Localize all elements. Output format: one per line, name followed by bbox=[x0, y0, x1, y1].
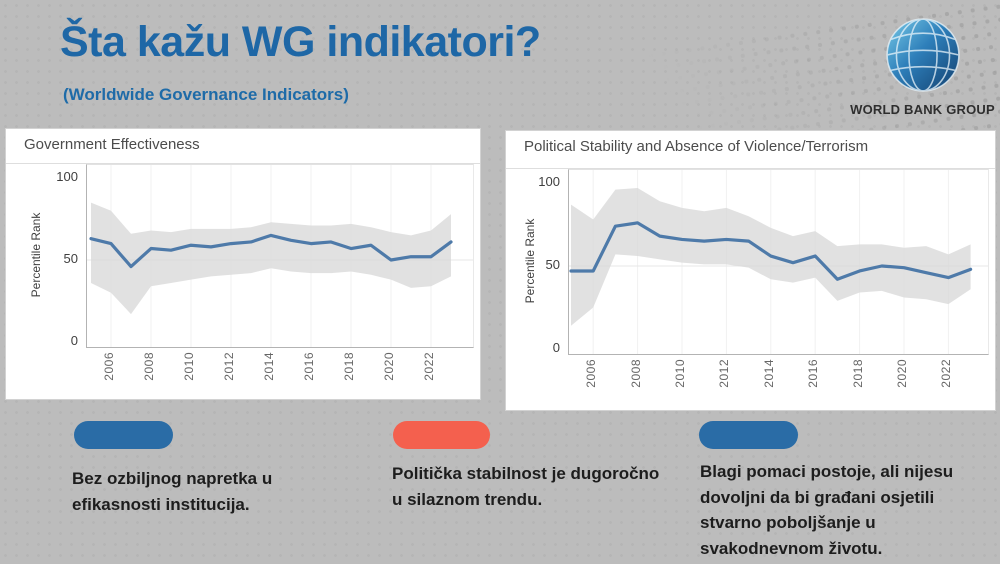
x-tick-label: 2016 bbox=[806, 359, 821, 388]
chart-card-government-effectiveness: Government Effectiveness Percentile Rank… bbox=[5, 128, 481, 400]
x-tick-label: 2012 bbox=[717, 359, 732, 388]
x-tick-label: 2008 bbox=[142, 352, 156, 381]
chart-title-divider bbox=[506, 168, 995, 169]
y-tick-label: 100 bbox=[538, 174, 560, 189]
plot-area bbox=[568, 169, 989, 355]
chart-card-political-stability: Political Stability and Absence of Viole… bbox=[505, 130, 996, 411]
x-tick-label: 2018 bbox=[342, 352, 356, 381]
world-bank-logo: WORLD BANK GROUP bbox=[845, 16, 1000, 117]
x-tick-label: 2010 bbox=[673, 359, 687, 388]
x-tick-label: 2016 bbox=[302, 352, 316, 381]
x-tick-label: 2020 bbox=[382, 352, 396, 381]
y-axis-title: Percentile Rank bbox=[523, 218, 537, 304]
x-tick-label: 2014 bbox=[262, 352, 276, 381]
x-tick-label: 2022 bbox=[939, 359, 954, 388]
annotation-pill-blue-left bbox=[74, 421, 173, 449]
world-bank-globe-icon bbox=[884, 18, 962, 98]
chart-title-divider bbox=[6, 163, 480, 164]
y-tick-label: 50 bbox=[545, 257, 560, 272]
annotation-pill-blue-right bbox=[699, 421, 798, 449]
y-tick-label: 50 bbox=[63, 251, 78, 266]
world-bank-wordmark: WORLD BANK GROUP bbox=[850, 102, 995, 117]
page-subtitle: (Worldwide Governance Indicators) bbox=[63, 85, 349, 104]
y-tick-label: 0 bbox=[70, 333, 78, 348]
annotation-pill-red-middle bbox=[393, 421, 490, 449]
chart-title: Government Effectiveness bbox=[24, 136, 200, 153]
x-tick-label: 2006 bbox=[102, 352, 116, 381]
annotation-text-political-stability: Politička stabilnost je dugoročno u sila… bbox=[392, 464, 660, 509]
chart-title: Political Stability and Absence of Viole… bbox=[524, 138, 869, 155]
annotation-text-government-effectiveness: Bez ozbiljnog napretka u efikasnosti ins… bbox=[72, 469, 273, 514]
x-tick-label: 2010 bbox=[182, 352, 196, 381]
plot-area bbox=[86, 164, 474, 348]
x-tick-label: 2006 bbox=[584, 359, 599, 388]
page-title: Šta kažu WG indikatori? bbox=[60, 18, 541, 66]
x-tick-label: 2014 bbox=[761, 359, 776, 388]
x-tick-label: 2012 bbox=[222, 352, 236, 381]
x-tick-label: 2018 bbox=[850, 359, 865, 388]
y-tick-label: 0 bbox=[552, 340, 560, 355]
annotation-text-overall: Blagi pomaci postoje, ali nijesu dovoljn… bbox=[700, 462, 954, 558]
x-tick-label: 2008 bbox=[628, 359, 643, 388]
y-tick-label: 100 bbox=[56, 169, 78, 184]
y-axis-title: Percentile Rank bbox=[29, 212, 43, 298]
x-tick-label: 2022 bbox=[422, 352, 436, 381]
x-tick-label: 2020 bbox=[895, 359, 909, 388]
